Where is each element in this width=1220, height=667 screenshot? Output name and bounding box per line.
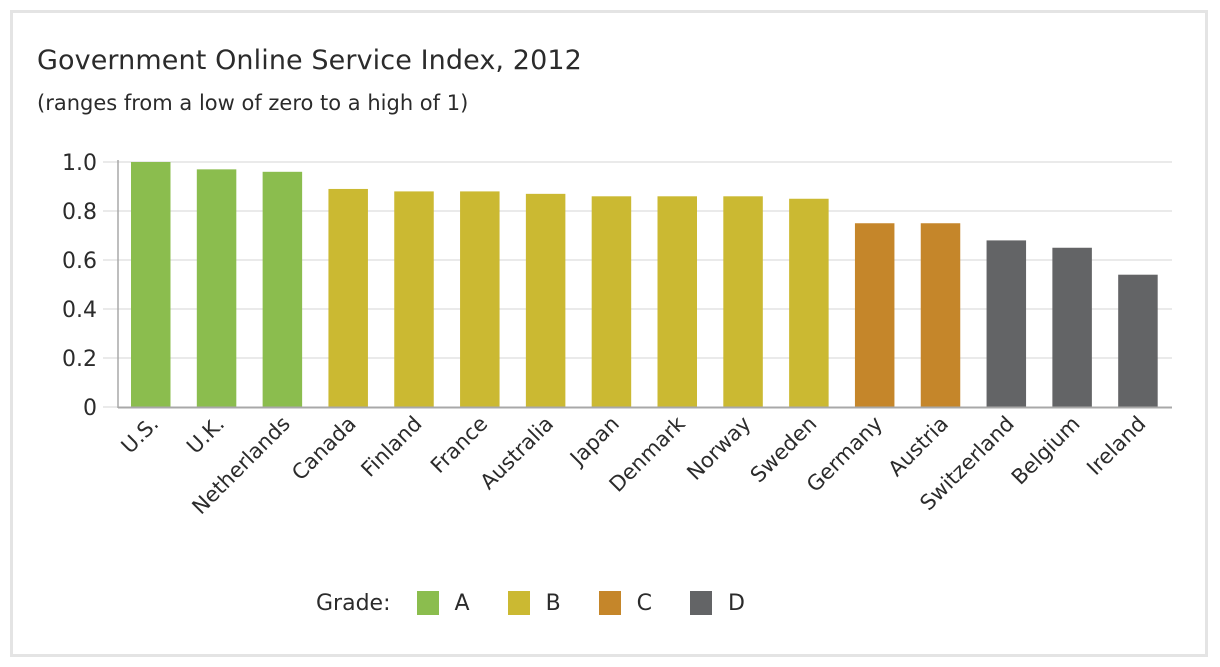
legend-swatch-a	[416, 591, 439, 615]
bar	[723, 196, 763, 407]
chart-subtitle: (ranges from a low of zero to a high of …	[37, 91, 469, 115]
legend-text-d: D	[728, 590, 745, 616]
axes	[117, 160, 1172, 409]
legend-item-d: D	[690, 591, 745, 616]
bar	[328, 188, 368, 407]
bars	[131, 162, 1158, 407]
legend-text-c: C	[636, 590, 653, 616]
x-tick-label: Belgium	[1007, 412, 1085, 490]
y-tick-label: 0	[83, 396, 97, 421]
legend-text-a: A	[454, 590, 470, 616]
bar	[657, 196, 697, 407]
y-tick-label: 1.0	[62, 151, 97, 176]
bar	[131, 162, 171, 407]
bar	[1118, 274, 1158, 407]
chart-title: Government Online Service Index, 2012	[37, 45, 582, 76]
legend: Grade: A B C D	[316, 589, 783, 617]
legend-item-a: A	[416, 590, 470, 616]
x-tick-label: Norway	[682, 412, 755, 485]
y-tick-label: 0.6	[62, 249, 97, 274]
bar	[196, 169, 237, 407]
x-tick-label: U.S.	[117, 412, 164, 459]
legend-item-c: C	[598, 590, 653, 616]
bar	[460, 191, 500, 407]
legend-label: Grade:	[316, 590, 391, 616]
bar	[394, 191, 434, 407]
legend-swatch-b	[507, 591, 530, 615]
legend-text-b: B	[545, 590, 561, 616]
bar	[1052, 247, 1092, 407]
x-tick-label: U.K.	[182, 412, 229, 459]
y-tick-label: 0.8	[62, 200, 97, 225]
bar	[591, 196, 632, 407]
legend-swatch-d	[690, 591, 713, 615]
bar	[525, 193, 566, 407]
x-tick-label: Australia	[476, 412, 559, 495]
x-tick-label: Ireland	[1082, 412, 1150, 480]
x-tick-label: Canada	[287, 412, 360, 485]
x-tick-label: Finland	[356, 412, 426, 482]
bar	[262, 171, 303, 407]
y-tick-label: 0.4	[62, 298, 97, 323]
x-tick-label: France	[426, 412, 492, 478]
bar	[920, 223, 961, 407]
y-tick-label: 0.2	[62, 347, 97, 372]
x-tick-label: Japan	[564, 412, 624, 472]
legend-item-b: B	[507, 590, 561, 616]
bar	[854, 223, 895, 407]
y-axis-ticks: 0 0.2 0.4 0.6 0.8 1.0	[62, 151, 97, 421]
bar	[789, 198, 829, 407]
bar	[986, 240, 1027, 407]
legend-swatch-c	[598, 591, 621, 615]
